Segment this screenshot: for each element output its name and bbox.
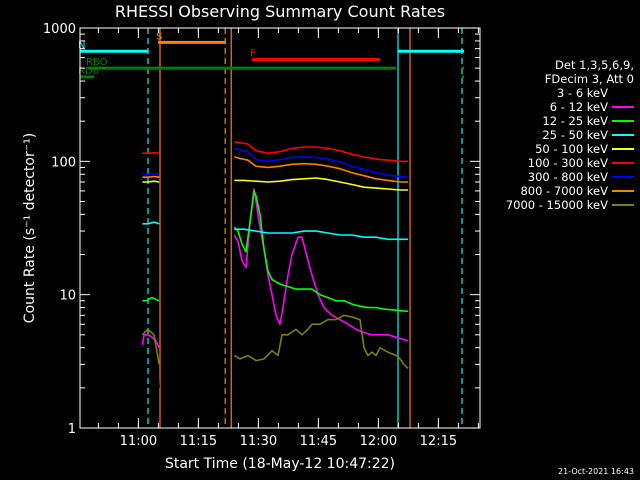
legend-item-label: 300 - 800 keV [527, 170, 608, 184]
series-line [233, 188, 409, 342]
flag-label: F [250, 49, 256, 60]
y-tick-label: 10 [59, 289, 76, 304]
legend-item: 6 - 12 keV [506, 100, 634, 114]
legend-item-label: 12 - 25 keV [542, 114, 608, 128]
series-line [234, 156, 408, 183]
legend-item-label: 100 - 300 keV [527, 156, 608, 170]
legend-header-2: FDecim 3, Att 0 [506, 72, 634, 86]
legend-header-1: Det 1,3,5,6,9, [506, 58, 634, 72]
plot-frame [79, 27, 481, 429]
x-tick-label: 11:15 [180, 434, 217, 449]
legend-item: 3 - 6 keV [506, 86, 634, 100]
series-line [142, 172, 160, 176]
legend-item: 800 - 7000 keV [506, 184, 634, 198]
flag-label: N [78, 40, 85, 51]
series-line [142, 151, 160, 154]
legend-item: 7000 - 15000 keV [506, 198, 634, 212]
legend-item-label: 6 - 12 keV [549, 100, 608, 114]
x-axis-label: Start Time (18-May-12 10:47:22) [165, 456, 395, 472]
legend: Det 1,3,5,6,9, FDecim 3, Att 0 3 - 6 keV… [506, 58, 634, 212]
series-line [142, 296, 160, 302]
series-line [233, 314, 409, 369]
flag-label: RD6 [78, 66, 99, 77]
series-line [233, 190, 409, 313]
y-tick-label: 1 [68, 422, 76, 437]
legend-swatch [612, 176, 634, 178]
footer-date: 21-Oct-2021 16:43 [558, 467, 634, 476]
legend-item: 100 - 300 keV [506, 156, 634, 170]
y-tick-label: 100 [51, 155, 76, 170]
x-tick-label: 12:00 [360, 434, 397, 449]
x-tick-label: 12:15 [420, 434, 457, 449]
y-axis: 1 10 100 1000 [43, 22, 480, 437]
legend-swatch [612, 148, 634, 150]
legend-swatch [612, 106, 634, 108]
legend-swatch [612, 120, 634, 122]
series-line [142, 180, 160, 183]
series-line [234, 141, 408, 163]
flag-label: S [156, 31, 162, 42]
legend-item-label: 7000 - 15000 keV [505, 198, 608, 212]
legend-item: 12 - 25 keV [506, 114, 634, 128]
flag-label: RBO [86, 57, 108, 68]
legend-items: 3 - 6 keV 6 - 12 keV 12 - 25 keV 25 - 50 ke… [506, 86, 634, 212]
series-line [234, 228, 408, 241]
legend-item: 50 - 100 keV [506, 142, 634, 156]
legend-swatch [612, 134, 634, 136]
series-line [233, 198, 393, 429]
series-line [142, 221, 160, 225]
x-tick-label: 11:45 [300, 434, 337, 449]
legend-swatch [612, 204, 634, 206]
series-line [234, 147, 409, 178]
legend-header-text: Det 1,3,5,6,9, [555, 58, 634, 72]
series-line [141, 333, 160, 349]
x-axis: 11:00 11:15 11:30 11:45 12:00 12:15 [97, 28, 479, 449]
y-axis-label: Count Rate (s⁻¹ detector⁻¹) [22, 133, 38, 323]
legend-swatch [612, 162, 634, 164]
legend-item-label: 25 - 50 keV [542, 128, 608, 142]
legend-swatch [612, 190, 634, 192]
series-line [234, 177, 408, 191]
x-tick-label: 11:30 [240, 434, 277, 449]
series-line [141, 328, 160, 365]
series-line [142, 175, 160, 178]
legend-header-text: FDecim 3, Att 0 [544, 72, 634, 86]
legend-item-label: 50 - 100 keV [535, 142, 608, 156]
y-tick-label: 1000 [43, 22, 76, 37]
legend-item: 25 - 50 keV [506, 128, 634, 142]
legend-item-label: 3 - 6 keV [557, 86, 608, 100]
legend-item-label: 800 - 7000 keV [520, 184, 608, 198]
legend-item: 300 - 800 keV [506, 170, 634, 184]
legend-swatch [612, 92, 634, 94]
x-tick-label: 11:00 [120, 434, 157, 449]
chart-title: RHESSI Observing Summary Count Rates [115, 2, 445, 21]
